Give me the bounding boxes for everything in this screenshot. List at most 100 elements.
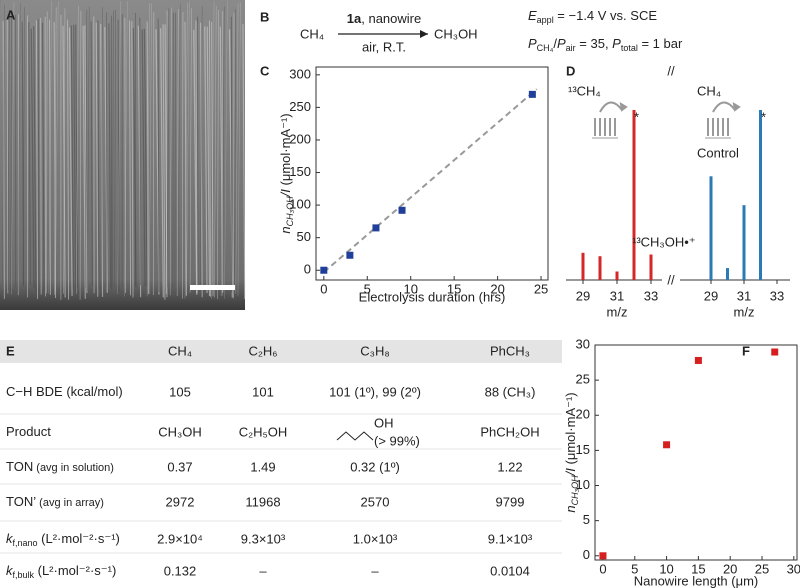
sem-streak [149,3,152,295]
sem-streak [128,20,132,296]
panel-label: F [742,343,750,358]
data-point [771,348,779,356]
x-tick-label: 25 [755,561,769,576]
row-label-part: TON’ [6,494,36,509]
sem-streak [87,6,90,292]
row-label-part: f,bulk [13,570,35,580]
x-tick-label: 33 [770,288,784,303]
data-point [694,356,702,364]
sem-streak [105,12,108,288]
y-axis-label-part: (μmol·mA⁻¹) [563,392,578,468]
sem-streak [117,1,121,294]
sem-streak [100,7,103,290]
sem-streak [95,22,99,297]
sem-streak [234,9,236,291]
table-cell: 1.0×10³ [353,531,398,546]
sem-streak [124,17,126,293]
x-tick-label: 15 [691,561,705,576]
scale-bar [190,285,235,290]
data-point [320,266,328,274]
table-cell: CH₃OH [158,424,202,439]
sem-streak [55,1,59,293]
data-point [398,206,406,214]
table-cell: 101 (1º), 99 (2º) [329,384,421,399]
row-label: TON’ (avg in array) [6,494,104,509]
data-point [663,441,671,449]
table-cell: PhCH₂OH [480,424,539,439]
x-tick-label: 20 [723,561,737,576]
sem-streak [184,3,188,299]
table-cell: 1.22 [497,459,522,474]
sem-streak [79,10,82,300]
table-cell: – [371,563,379,578]
y-tick-label: 15 [576,442,590,457]
conditions: air, R.T. [362,39,406,54]
sem-streak [221,11,224,297]
y-tick-label: 25 [576,372,590,387]
sem-streak [117,19,120,292]
peak [615,271,619,280]
y-axis-label-part: (μmol·mA⁻¹) [278,113,293,189]
table-cell: 0.32 (1º) [350,459,400,474]
peak [742,205,746,280]
y-tick-label: 0 [583,547,590,562]
sem-streak [242,24,246,300]
sem-streak [76,5,79,294]
sem-streak [90,21,93,286]
x-tick-label: 29 [576,288,590,303]
peak-marker: * [634,109,639,124]
sem-streak [146,21,149,294]
row-label: kf,nano (L²·mol⁻²·s⁻¹) [6,531,120,548]
x-tick-label: 20 [490,281,504,296]
product: CH₃OH [434,26,478,41]
row-label-part: (L²·mol⁻²·s⁻¹) [34,563,116,578]
x-tick-label: 15 [447,281,461,296]
sem-streak [177,3,181,292]
structure-note: (> 99%) [374,433,420,448]
y-tick-label: 10 [576,477,590,492]
reactant: CH₄ [300,26,324,41]
sem-streak [204,26,208,293]
sem-streak [195,20,198,294]
sem-streak [160,28,164,298]
sem-streak [184,21,187,296]
table-cell: 9.1×10³ [488,531,533,546]
sem-streak [112,10,114,287]
column-header: C₂H₆ [248,343,277,358]
sem-streak [33,25,37,292]
y-tick-label: 0 [304,262,311,277]
pressure-part: = 1 bar [638,36,683,51]
y-axis-label: nCH₃OH/I (μmol·mA⁻¹) [563,392,580,512]
sem-streak [70,25,75,290]
panel-label: D [566,63,575,78]
reagent-id: 1a [347,11,362,26]
table-cell: 1.49 [250,459,275,474]
pressure-part: = 35, [576,36,613,51]
y-axis-label-part: CH₃OH [570,475,580,506]
axis-break: // [667,63,675,78]
sem-streak [46,11,48,294]
reagent-rest: , nanowire [361,11,421,26]
pressure-part: P [528,36,537,51]
peak [709,176,713,280]
panel-label: B [260,9,269,24]
row-label-part: Product [6,424,51,439]
sem-streak [217,9,219,300]
table-cell: 11968 [245,494,280,509]
y-tick-label: 150 [289,164,311,179]
row-label: kf,bulk (L²·mol⁻²·s⁻¹) [6,563,116,580]
nanowire-icons [592,101,741,139]
row-label-part: (avg in array) [36,497,104,509]
peak [726,268,729,280]
potential-part: appl [537,15,554,25]
y-tick-label: 300 [289,66,311,81]
sem-streak [7,10,10,291]
row-label-part: (L²·mol⁻²·s⁻¹) [38,531,120,546]
panel-label: A [6,7,16,22]
data-point [346,251,354,259]
table-header-band [0,340,562,363]
panel-label: E [6,343,15,358]
y-axis-label-part: n [278,226,293,233]
y-axis-label: nCH₃OH/I (μmol·mA⁻¹) [278,113,295,233]
